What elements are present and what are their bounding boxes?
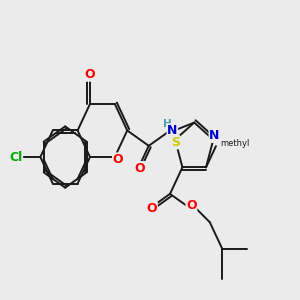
Text: H: H: [163, 119, 172, 129]
Text: N: N: [167, 124, 178, 137]
Text: N: N: [209, 129, 220, 142]
Text: O: O: [134, 162, 145, 175]
Text: O: O: [85, 68, 95, 81]
Text: O: O: [112, 153, 123, 166]
Text: O: O: [186, 199, 197, 212]
Text: S: S: [171, 136, 180, 149]
Text: methyl: methyl: [220, 139, 250, 148]
Text: O: O: [147, 202, 157, 215]
Text: Cl: Cl: [9, 151, 22, 164]
